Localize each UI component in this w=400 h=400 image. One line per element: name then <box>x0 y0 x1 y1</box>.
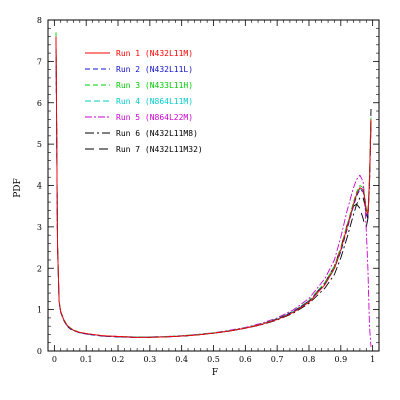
legend-label-run-5: Run 5 (N864L22M) <box>116 113 193 122</box>
y-tick-label: 0 <box>37 347 42 356</box>
series-line-run-5 <box>55 36 372 347</box>
y-tick-label: 2 <box>37 264 42 273</box>
x-tick-label: 0.1 <box>80 355 93 364</box>
x-axis-label: F <box>212 368 218 378</box>
legend: Run 1 (N432L11M) Run 2 (N432L11L) Run 3 (N… <box>85 49 203 154</box>
y-tick-label: 7 <box>37 57 42 66</box>
plot-frame <box>47 19 380 352</box>
series-line-run-6 <box>55 36 372 338</box>
y-axis-label: PDF <box>13 178 23 198</box>
y-tick-label: 5 <box>37 140 42 149</box>
x-tick-label: 0.2 <box>112 355 125 364</box>
x-tick-label: 1 <box>370 355 375 364</box>
x-tick-label: 0.4 <box>175 355 188 364</box>
x-tick-label: 0.9 <box>334 355 347 364</box>
y-tick-label: 3 <box>37 223 42 232</box>
legend-label-run-3: Run 3 (N433L11H) <box>116 81 193 90</box>
legend-label-run-7: Run 7 (N432L11M32) <box>116 145 203 154</box>
series-layer <box>55 32 372 347</box>
x-tick-label: 0.8 <box>303 355 316 364</box>
series-line-run-3 <box>55 32 372 338</box>
series-line-run-1 <box>55 36 372 338</box>
x-tick-label: 0.6 <box>239 355 252 364</box>
x-tick-label: 0 <box>52 355 57 364</box>
y-tick-label: 6 <box>37 99 42 108</box>
series-line-run-4 <box>55 44 372 338</box>
x-tick-label: 0.3 <box>143 355 156 364</box>
x-tick-label: 0.5 <box>207 355 220 364</box>
x-tick-label: 0.7 <box>271 355 284 364</box>
legend-label-run-2: Run 2 (N432L11L) <box>116 65 193 74</box>
y-tick-label: 4 <box>37 182 42 191</box>
axis-ticks: 0 0.1 0.2 0.3 0.4 0.5 0.6 0.7 0.8 0.9 1 0 1 2 3 4 5 6 7 8 <box>37 16 379 364</box>
legend-label-run-6: Run 6 (N432L11M8) <box>116 129 198 138</box>
legend-label-run-1: Run 1 (N432L11M) <box>116 49 193 58</box>
legend-label-run-4: Run 4 (N864L11M) <box>116 97 193 106</box>
y-tick-label: 8 <box>37 16 42 25</box>
y-tick-label: 1 <box>37 306 42 315</box>
